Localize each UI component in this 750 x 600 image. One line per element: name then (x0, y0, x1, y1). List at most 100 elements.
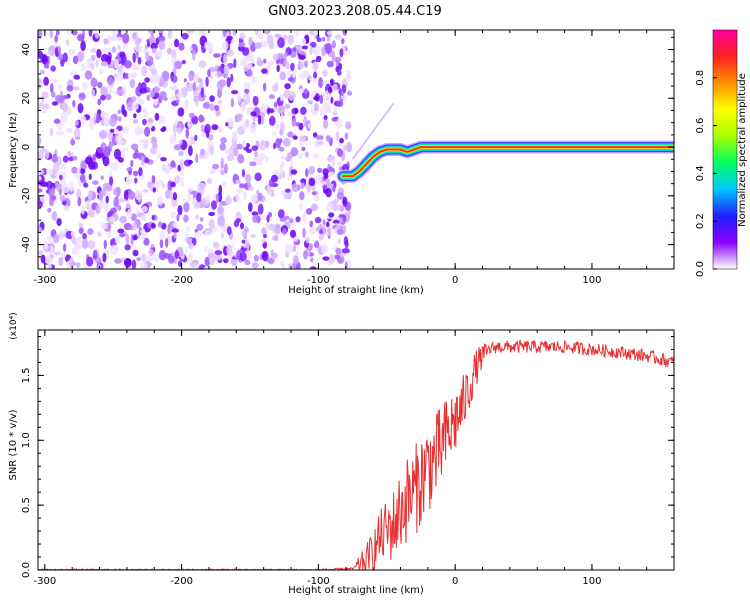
noise-speck (39, 193, 47, 203)
noise-speck (288, 91, 296, 101)
noise-speck (209, 145, 214, 156)
noise-speck (294, 107, 299, 114)
noise-speck (224, 196, 232, 205)
noise-speck (175, 89, 179, 95)
noise-speck (113, 148, 122, 160)
noise-speck (84, 156, 93, 165)
noise-speck (174, 175, 181, 184)
noise-speck (259, 139, 266, 151)
noise-speck (344, 132, 349, 140)
noise-speck (336, 204, 345, 211)
noise-speck (170, 85, 176, 91)
noise-speck (123, 109, 128, 118)
noise-speck (335, 247, 342, 255)
noise-speck (331, 50, 336, 61)
noise-speck (87, 228, 94, 235)
noise-speck (82, 233, 87, 240)
noise-speck (190, 190, 198, 195)
noise-speck (46, 168, 54, 176)
colorbar-tick-label: 0.0 (695, 261, 706, 277)
noise-speck (254, 172, 262, 182)
noise-speck (103, 38, 109, 45)
noise-speck (303, 250, 308, 260)
noise-speck (244, 88, 250, 94)
noise-speck (240, 247, 248, 252)
noise-speck (198, 60, 207, 68)
noise-speck (223, 64, 230, 75)
noise-speck (120, 150, 125, 159)
noise-speck (137, 192, 142, 203)
noise-speck (174, 250, 180, 259)
noise-speck (264, 222, 269, 232)
noise-speck (71, 246, 80, 255)
noise-speck (47, 207, 52, 213)
noise-speck (142, 188, 149, 193)
noise-speck (166, 47, 173, 55)
noise-speck (90, 63, 95, 70)
snr-x-axis-label: Height of straight line (km) (288, 585, 424, 596)
noise-speck (272, 83, 279, 92)
noise-speck (187, 192, 191, 202)
noise-speck (218, 184, 223, 195)
noise-speck (202, 102, 210, 109)
noise-speck (313, 71, 318, 79)
noise-speck (253, 150, 259, 158)
noise-speck (220, 232, 224, 239)
noise-speck (132, 64, 141, 71)
noise-speck (308, 227, 316, 235)
noise-speck (209, 103, 215, 112)
noise-speck (158, 30, 164, 34)
noise-speck (239, 251, 247, 262)
noise-speck (315, 55, 322, 63)
noise-speck (55, 30, 60, 36)
noise-speck (94, 32, 100, 39)
noise-speck (198, 83, 202, 92)
noise-speck (316, 141, 325, 146)
noise-speck (231, 90, 239, 95)
noise-speck (58, 229, 64, 240)
noise-speck (292, 135, 298, 140)
noise-speck (257, 33, 263, 40)
spectrogram-frame (37, 29, 675, 270)
noise-speck (251, 262, 259, 269)
noise-speck (266, 214, 270, 223)
noise-speck (55, 182, 59, 190)
noise-speck (212, 163, 220, 170)
snr-y-tick-label: 0.0 (21, 562, 32, 578)
noise-speck (284, 52, 288, 58)
noise-speck (130, 213, 137, 222)
noise-speck (304, 151, 309, 158)
noise-speck (346, 70, 352, 79)
noise-speck (265, 66, 270, 76)
noise-speck (289, 229, 297, 239)
noise-speck (60, 163, 67, 170)
noise-speck (295, 251, 300, 256)
noise-speck (90, 54, 96, 62)
noise-speck (70, 261, 77, 267)
noise-speck (244, 173, 252, 183)
noise-speck (177, 164, 181, 172)
noise-speck (276, 64, 280, 73)
noise-speck (328, 254, 336, 264)
noise-speck (109, 117, 117, 128)
noise-speck (97, 147, 104, 154)
noise-speck (266, 258, 275, 264)
noise-speck (207, 69, 211, 78)
noise-speck (328, 86, 333, 94)
noise-speck (218, 126, 224, 134)
noise-speck (208, 219, 215, 230)
noise-speck (80, 40, 86, 52)
noise-speck (339, 137, 344, 144)
noise-speck (318, 233, 325, 241)
noise-speck (157, 179, 165, 186)
noise-speck (107, 75, 114, 85)
noise-speck (53, 234, 60, 244)
noise-speck (194, 231, 202, 238)
snr-y-tick-label: 1.5 (21, 367, 32, 383)
noise-speck (187, 122, 193, 129)
noise-speck (227, 49, 234, 57)
noise-speck (314, 240, 320, 249)
noise-speck (38, 150, 45, 160)
noise-speck (62, 155, 69, 163)
noise-speck (39, 108, 48, 114)
